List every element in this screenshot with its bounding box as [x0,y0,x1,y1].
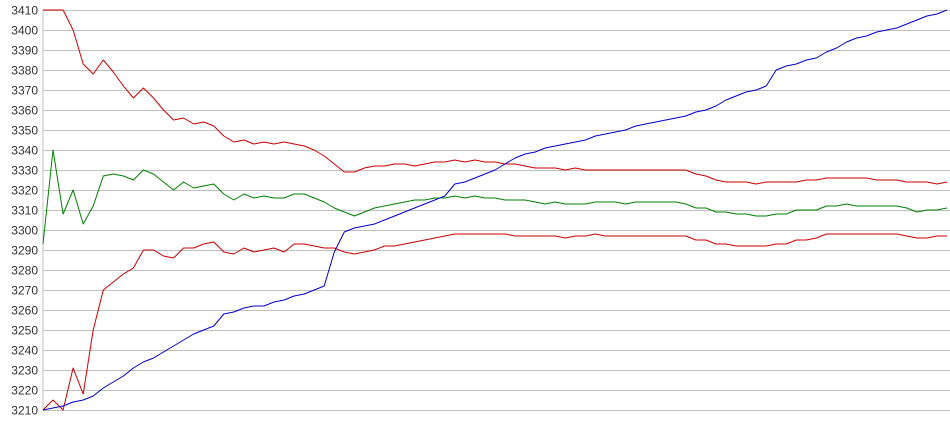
y-tick-label: 3330 [11,164,38,178]
y-tick-label: 3260 [11,304,38,318]
y-tick-label: 3280 [11,264,38,278]
y-tick-label: 3320 [11,184,38,198]
y-tick-label: 3400 [11,24,38,38]
series-line-2 [42,233,947,411]
y-tick-label: 3270 [11,284,38,298]
y-tick-label: 3220 [11,384,38,398]
y-tick-label: 3350 [11,124,38,138]
y-tick-label: 3340 [11,144,38,158]
series-lines [42,9,948,411]
y-axis-tick-labels: 3210 3220 3230 3240 3250 3260 3270 3280 3290 3300… [11,4,38,418]
series-line-0 [43,9,948,185]
y-tick-label: 3370 [11,84,38,98]
y-tick-label: 3410 [11,4,38,18]
y-tick-label: 3360 [11,104,38,118]
y-tick-label: 3210 [11,404,38,418]
series-line-1 [42,149,948,245]
y-tick-label: 3300 [11,224,38,238]
y-tick-label: 3250 [11,324,38,338]
y-tick-label: 3390 [11,44,38,58]
y-tick-label: 3290 [11,244,38,258]
series-line-3 [42,9,948,411]
grid-lines [42,10,950,411]
y-tick-label: 3240 [11,344,38,358]
y-tick-label: 3310 [11,204,38,218]
y-tick-label: 3380 [11,64,38,78]
y-tick-label: 3230 [11,364,38,378]
